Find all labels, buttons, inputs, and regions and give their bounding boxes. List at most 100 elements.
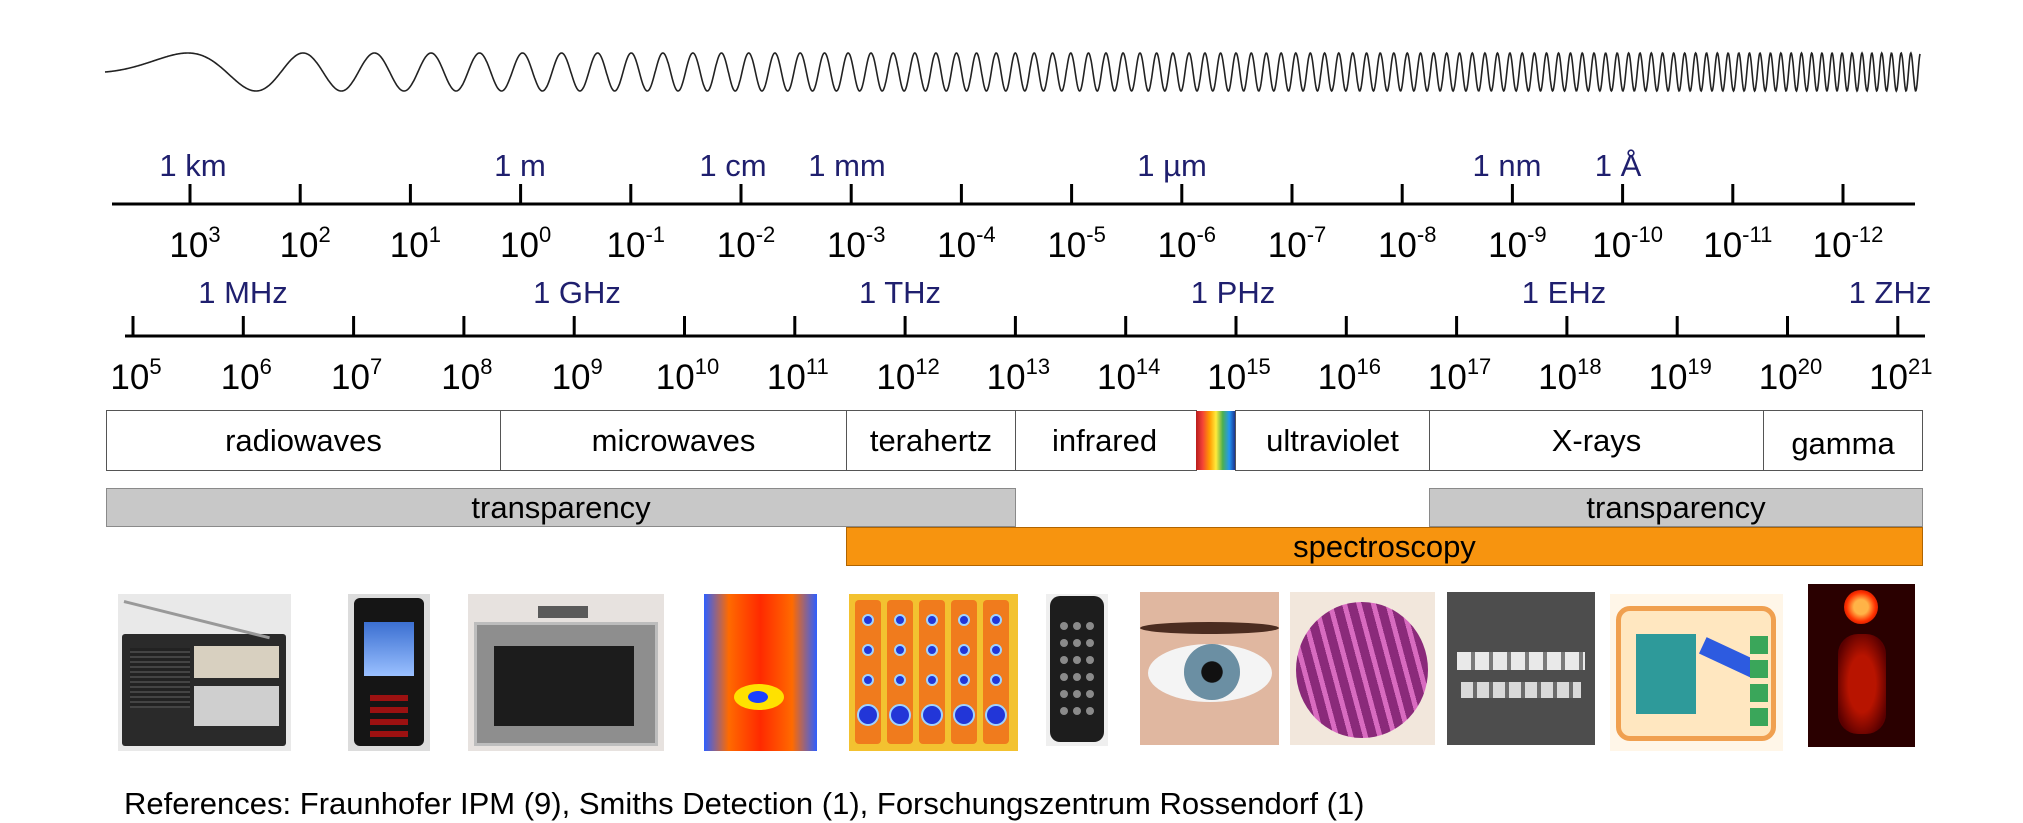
terahertz-spot [926,674,938,686]
terahertz-spot [862,614,874,626]
frequency-power-label: 108 [441,354,493,398]
wavelength-power-label: 10-6 [1157,222,1217,266]
unit-label-1-ehz: 1 EHz [1521,275,1607,310]
band-gamma: gamma [1763,410,1923,471]
terahertz-spot [926,614,938,626]
wavelength-power-label: 10-2 [716,222,776,266]
terahertz-spot [894,614,906,626]
frequency-power-label: 1015 [1207,354,1271,398]
wavelength-power-label: 10-5 [1047,222,1106,266]
frequency-power-label: 1010 [655,354,720,398]
band-x-rays: X-rays [1429,410,1764,471]
baggage-scan-photo [1610,594,1783,751]
remote-button [1073,622,1081,630]
unit-label-1-phz: 1 PHz [1190,275,1276,310]
remote-button [1073,656,1081,664]
pet-scan-photo [1808,584,1915,747]
remote-button [1073,639,1081,647]
spectroscopy-bar: spectroscopy [846,527,1923,566]
wavelength-power-label: 10-8 [1377,222,1437,266]
band-ultraviolet: ultraviolet [1235,410,1430,471]
unit-label-1-um: 1 µm [1137,148,1207,183]
wavelength-power-label: 10-12 [1812,222,1884,266]
remote-button [1086,656,1094,664]
terahertz-spot [894,644,906,656]
wavelength-axis [112,184,1915,206]
unit-label-1-thz: 1 THz [858,275,942,310]
microwave-oven-photo [468,594,664,751]
band-radiowaves: radiowaves [106,410,501,471]
terahertz-spot [990,644,1002,656]
remote-button [1060,622,1068,630]
transparency-bar-left: transparency [106,488,1016,527]
mobile-phone-photo [348,594,430,751]
unit-label-1-cm: 1 cm [699,148,767,183]
terahertz-spot [958,644,970,656]
frequency-power-label: 105 [110,354,162,398]
dental-x-ray-photo [1447,592,1595,745]
remote-button [1086,639,1094,647]
wafer-photo [1290,592,1435,745]
wavelength-power-label: 10-10 [1592,222,1663,266]
frequency-power-label: 1013 [986,354,1051,398]
remote-button [1073,690,1081,698]
remote-button [1073,673,1081,681]
band-terahertz: terahertz [846,410,1016,471]
frequency-power-label: 106 [220,354,272,398]
remote-button [1073,707,1081,715]
terahertz-spot [990,614,1002,626]
remote-control-photo [1046,594,1108,746]
unit-label-1-mm: 1 mm [808,148,886,183]
terahertz-spot [894,674,906,686]
terahertz-spot [958,674,970,686]
thermal-image-photo [704,594,817,751]
visible-light-spectrum [1196,411,1236,470]
eye-photo [1140,592,1279,745]
remote-button [1060,707,1068,715]
wavelength-power-label: 102 [279,222,331,266]
remote-button [1086,690,1094,698]
terahertz-spot [889,704,911,726]
terahertz-spot [862,644,874,656]
remote-button [1060,656,1068,664]
remote-button [1060,673,1068,681]
unit-label-1-angstrom: 1 Å [1594,148,1642,183]
terahertz-spot [857,704,879,726]
remote-button [1060,639,1068,647]
terahertz-image-photo [849,594,1018,751]
frequency-axis [125,316,1925,338]
terahertz-spot [990,674,1002,686]
wavelength-power-label: 10-7 [1267,222,1327,266]
unit-label-1-zhz: 1 ZHz [1848,275,1932,310]
frequency-power-label: 1018 [1538,354,1602,398]
frequency-power-label: 1021 [1869,354,1933,398]
frequency-power-label: 109 [551,354,603,398]
transparency-bar-right: transparency [1429,488,1923,527]
unit-label-1-km: 1 km [159,148,227,183]
unit-label-1-ghz: 1 GHz [533,275,621,310]
unit-label-1-mhz: 1 MHz [198,275,288,310]
wavelength-power-label: 10-3 [826,222,886,266]
terahertz-spot [862,674,874,686]
frequency-power-label: 1014 [1096,354,1161,398]
band-infrared: infrared [1015,410,1197,471]
frequency-power-label: 1016 [1317,354,1382,398]
frequency-power-label: 1017 [1427,354,1492,398]
radio-photo [118,594,291,751]
remote-button [1086,707,1094,715]
unit-label-1-nm: 1 nm [1472,148,1542,183]
wavelength-power-label: 10-1 [606,222,666,266]
frequency-power-label: 1011 [766,354,829,398]
terahertz-spot [953,704,975,726]
wavelength-power-label: 103 [169,222,221,266]
frequency-power-label: 1019 [1648,354,1712,398]
wave-graphic [104,51,1921,93]
frequency-power-label: 1020 [1758,354,1823,398]
frequency-power-label: 1012 [876,354,940,398]
remote-button [1086,673,1094,681]
terahertz-spot [926,644,938,656]
remote-button [1060,690,1068,698]
wavelength-power-label: 100 [500,222,552,266]
frequency-power-label: 107 [331,354,383,398]
wavelength-power-label: 10-4 [937,222,996,266]
